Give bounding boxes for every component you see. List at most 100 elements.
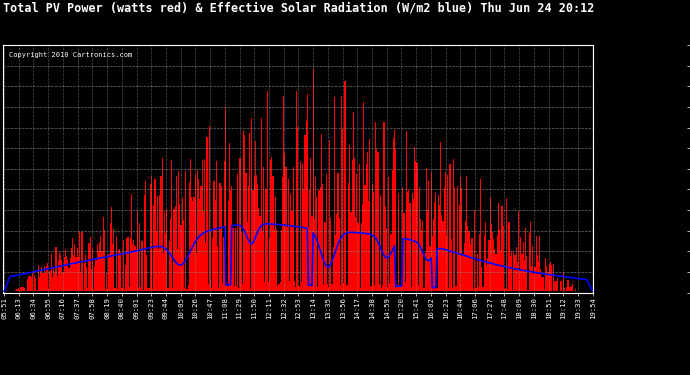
Bar [557, 278, 558, 291]
Bar [522, 242, 524, 291]
Bar [243, 130, 244, 291]
Bar [276, 229, 277, 291]
Bar [99, 242, 100, 291]
Text: Total PV Power (watts red) & Effective Solar Radiation (W/m2 blue) Thu Jun 24 20: Total PV Power (watts red) & Effective S… [3, 2, 595, 15]
Bar [297, 127, 298, 291]
Bar [542, 277, 544, 291]
Bar [306, 93, 308, 291]
Bar [513, 251, 514, 291]
Bar [171, 160, 172, 291]
Bar [249, 133, 250, 291]
Bar [226, 286, 228, 291]
Bar [131, 194, 132, 291]
Bar [492, 232, 493, 291]
Bar [497, 203, 499, 291]
Bar [32, 272, 33, 291]
Bar [87, 288, 88, 291]
Bar [534, 267, 535, 291]
Bar [459, 206, 460, 291]
Bar [173, 209, 175, 291]
Bar [112, 244, 113, 291]
Bar [495, 254, 497, 291]
Bar [197, 170, 198, 291]
Bar [145, 180, 146, 291]
Bar [37, 290, 38, 291]
Bar [331, 284, 333, 291]
Bar [170, 219, 171, 291]
Bar [281, 230, 282, 291]
Bar [367, 152, 368, 291]
Bar [118, 250, 119, 291]
Bar [201, 160, 203, 291]
Bar [347, 285, 348, 291]
Bar [351, 160, 353, 291]
Bar [130, 238, 131, 291]
Bar [435, 192, 437, 291]
Bar [61, 260, 62, 291]
Bar [315, 177, 316, 291]
Bar [148, 288, 150, 291]
Bar [123, 240, 124, 291]
Bar [168, 241, 170, 291]
Bar [518, 211, 519, 291]
Bar [218, 288, 219, 291]
Bar [65, 250, 66, 291]
Bar [98, 251, 99, 291]
Bar [424, 253, 426, 291]
Bar [85, 254, 86, 291]
Bar [248, 186, 249, 291]
Bar [538, 261, 539, 291]
Bar [549, 264, 550, 291]
Bar [361, 223, 362, 291]
Bar [471, 238, 472, 291]
Bar [475, 288, 477, 291]
Bar [203, 211, 204, 291]
Bar [48, 289, 50, 291]
Bar [177, 249, 178, 291]
Bar [427, 210, 428, 291]
Bar [382, 285, 384, 291]
Bar [70, 248, 72, 291]
Bar [176, 176, 177, 291]
Bar [81, 232, 83, 291]
Bar [143, 290, 144, 291]
Bar [268, 282, 269, 291]
Bar [153, 205, 155, 291]
Bar [555, 281, 557, 291]
Bar [259, 216, 261, 291]
Bar [72, 238, 73, 291]
Bar [155, 179, 156, 291]
Bar [380, 195, 381, 291]
Bar [530, 222, 531, 291]
Bar [564, 288, 565, 291]
Bar [290, 194, 291, 291]
Bar [344, 81, 346, 291]
Bar [275, 197, 276, 291]
Bar [321, 134, 322, 291]
Bar [537, 255, 538, 291]
Bar [373, 192, 374, 291]
Bar [104, 230, 105, 291]
Bar [384, 206, 386, 291]
Bar [188, 182, 190, 291]
Bar [465, 221, 466, 291]
Bar [490, 196, 491, 291]
Bar [545, 258, 546, 291]
Bar [396, 285, 397, 291]
Bar [507, 289, 509, 291]
Bar [53, 267, 55, 291]
Bar [58, 261, 59, 291]
Bar [291, 211, 293, 291]
Bar [489, 240, 490, 291]
Bar [547, 272, 549, 291]
Bar [106, 273, 107, 291]
Bar [67, 260, 68, 291]
Bar [120, 252, 121, 291]
Bar [295, 286, 296, 291]
Bar [342, 129, 343, 291]
Bar [144, 195, 145, 291]
Bar [117, 290, 118, 291]
Bar [455, 286, 457, 291]
Bar [323, 285, 324, 291]
Bar [137, 210, 138, 291]
